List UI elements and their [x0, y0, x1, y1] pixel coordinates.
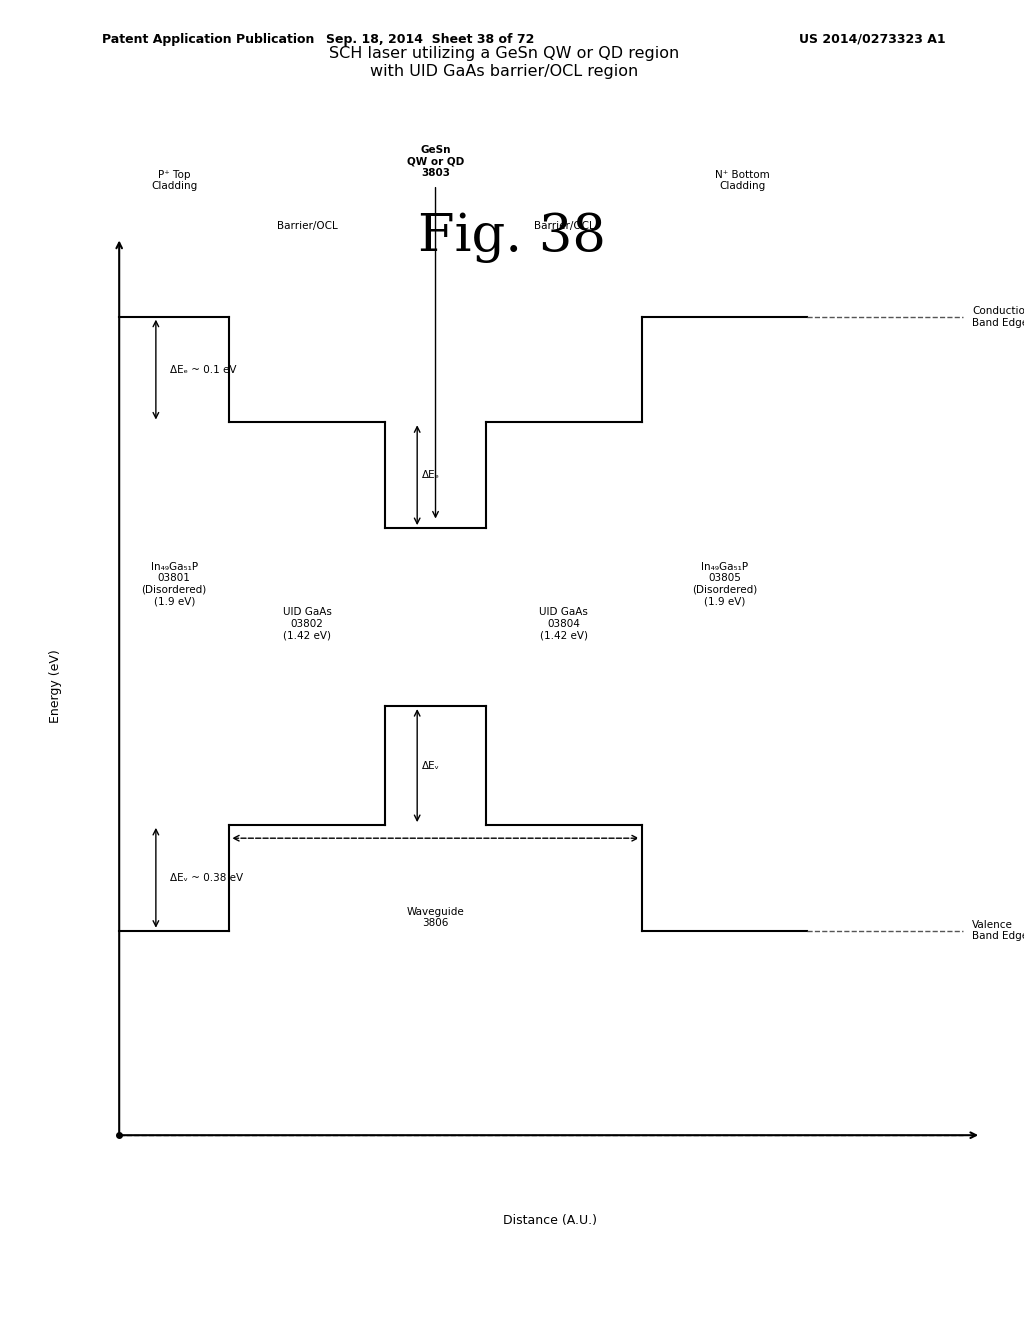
Text: Barrier/OCL: Barrier/OCL	[534, 220, 594, 231]
Text: US 2014/0273323 A1: US 2014/0273323 A1	[799, 33, 945, 46]
Text: Conduction
Band Edge: Conduction Band Edge	[972, 306, 1024, 327]
Text: Energy (eV): Energy (eV)	[48, 649, 61, 723]
Text: SCH laser utilizing a GeSn QW or QD region
with UID GaAs barrier/OCL region: SCH laser utilizing a GeSn QW or QD regi…	[329, 46, 679, 79]
Text: Distance (A.U.): Distance (A.U.)	[503, 1214, 597, 1228]
Text: ΔEₑ ~ 0.1 eV: ΔEₑ ~ 0.1 eV	[170, 364, 237, 375]
Text: ΔEᵥ ~ 0.38 eV: ΔEᵥ ~ 0.38 eV	[170, 873, 243, 883]
Text: Valence
Band Edge: Valence Band Edge	[972, 920, 1024, 941]
Text: Sep. 18, 2014  Sheet 38 of 72: Sep. 18, 2014 Sheet 38 of 72	[326, 33, 535, 46]
Text: P⁺ Top
Cladding: P⁺ Top Cladding	[152, 170, 198, 191]
Text: GeSn
QW or QD
3803: GeSn QW or QD 3803	[407, 145, 464, 178]
Text: UID GaAs
03804
(1.42 eV): UID GaAs 03804 (1.42 eV)	[540, 607, 589, 640]
Text: In₄₉Ga₅₁P
03801
(Disordered)
(1.9 eV): In₄₉Ga₅₁P 03801 (Disordered) (1.9 eV)	[141, 562, 207, 606]
Text: ΔEₑ: ΔEₑ	[422, 470, 439, 480]
Text: Barrier/OCL: Barrier/OCL	[276, 220, 338, 231]
Text: Patent Application Publication: Patent Application Publication	[102, 33, 314, 46]
Text: Fig. 38: Fig. 38	[418, 213, 606, 263]
Text: Waveguide
3806: Waveguide 3806	[407, 907, 465, 928]
Text: In₄₉Ga₅₁P
03805
(Disordered)
(1.9 eV): In₄₉Ga₅₁P 03805 (Disordered) (1.9 eV)	[692, 562, 757, 606]
Text: UID GaAs
03802
(1.42 eV): UID GaAs 03802 (1.42 eV)	[283, 607, 332, 640]
Text: ΔEᵥ: ΔEᵥ	[422, 760, 439, 771]
Text: N⁺ Bottom
Cladding: N⁺ Bottom Cladding	[716, 170, 770, 191]
